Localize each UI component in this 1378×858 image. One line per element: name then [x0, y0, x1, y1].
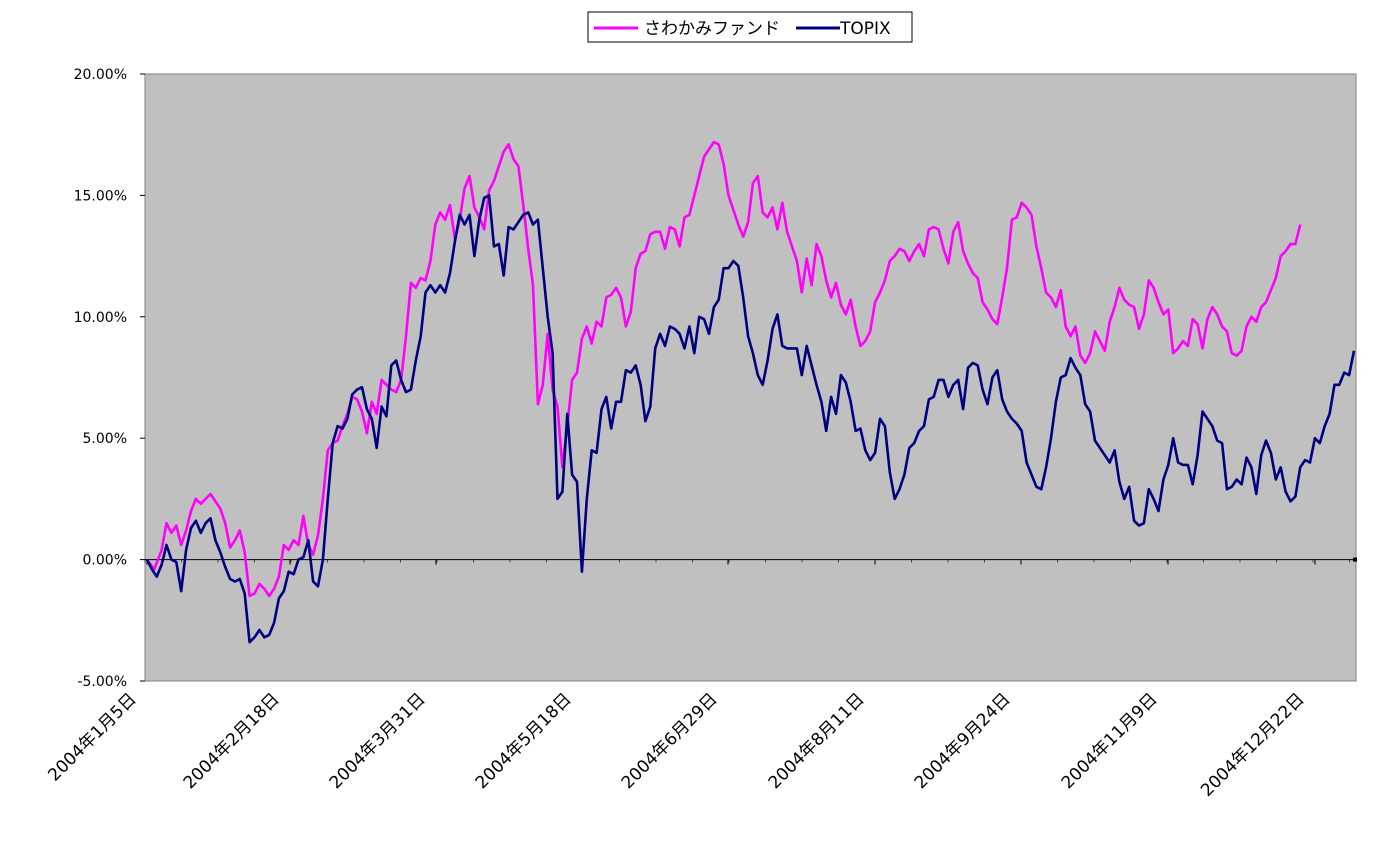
legend-box — [587, 11, 913, 43]
x-tick-label: 2004年2月18日 — [180, 689, 284, 793]
y-tick-label: 0.00% — [83, 553, 127, 569]
x-tick-label: 2004年3月31日 — [326, 689, 430, 793]
x-tick-label: 2004年8月11日 — [765, 689, 869, 793]
legend: さわかみファンド TOPIX — [587, 11, 913, 43]
x-tick-label: 2004年11月9日 — [1058, 689, 1162, 793]
x-tick-label: 2004年6月29日 — [618, 689, 722, 793]
x-tick-label: 2004年12月22日 — [1197, 689, 1308, 800]
y-tick-label: 15.00% — [74, 188, 127, 204]
y-tick-label: 20.00% — [74, 67, 127, 83]
x-tick-label: 2004年9月24日 — [911, 689, 1015, 793]
y-axis: 20.00% 15.00% 10.00% 5.00% 0.00% -5.00% — [74, 67, 1357, 690]
legend-label-1: TOPIX — [839, 19, 891, 39]
y-tick-label: 10.00% — [74, 310, 127, 326]
legend-label-0: さわかみファンド — [644, 19, 780, 39]
series-line-1 — [145, 194, 1356, 644]
x-tick-label: 2004年5月18日 — [472, 689, 576, 793]
axis-end-marker — [1353, 557, 1357, 562]
plot-area — [144, 73, 1357, 682]
x-tick-label: 2004年1月5日 — [44, 689, 140, 785]
y-tick-label: 5.00% — [83, 431, 127, 447]
y-tick-label: -5.00% — [77, 674, 127, 690]
series-layer — [145, 140, 1356, 644]
